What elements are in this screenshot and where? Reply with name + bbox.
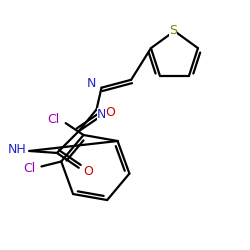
Text: N: N — [87, 77, 96, 90]
Text: O: O — [106, 106, 115, 119]
Text: Cl: Cl — [24, 162, 36, 175]
Text: Cl: Cl — [48, 113, 60, 126]
Text: S: S — [170, 24, 177, 36]
Text: O: O — [84, 165, 94, 178]
Text: NH: NH — [8, 142, 27, 156]
Text: NH: NH — [97, 108, 116, 121]
